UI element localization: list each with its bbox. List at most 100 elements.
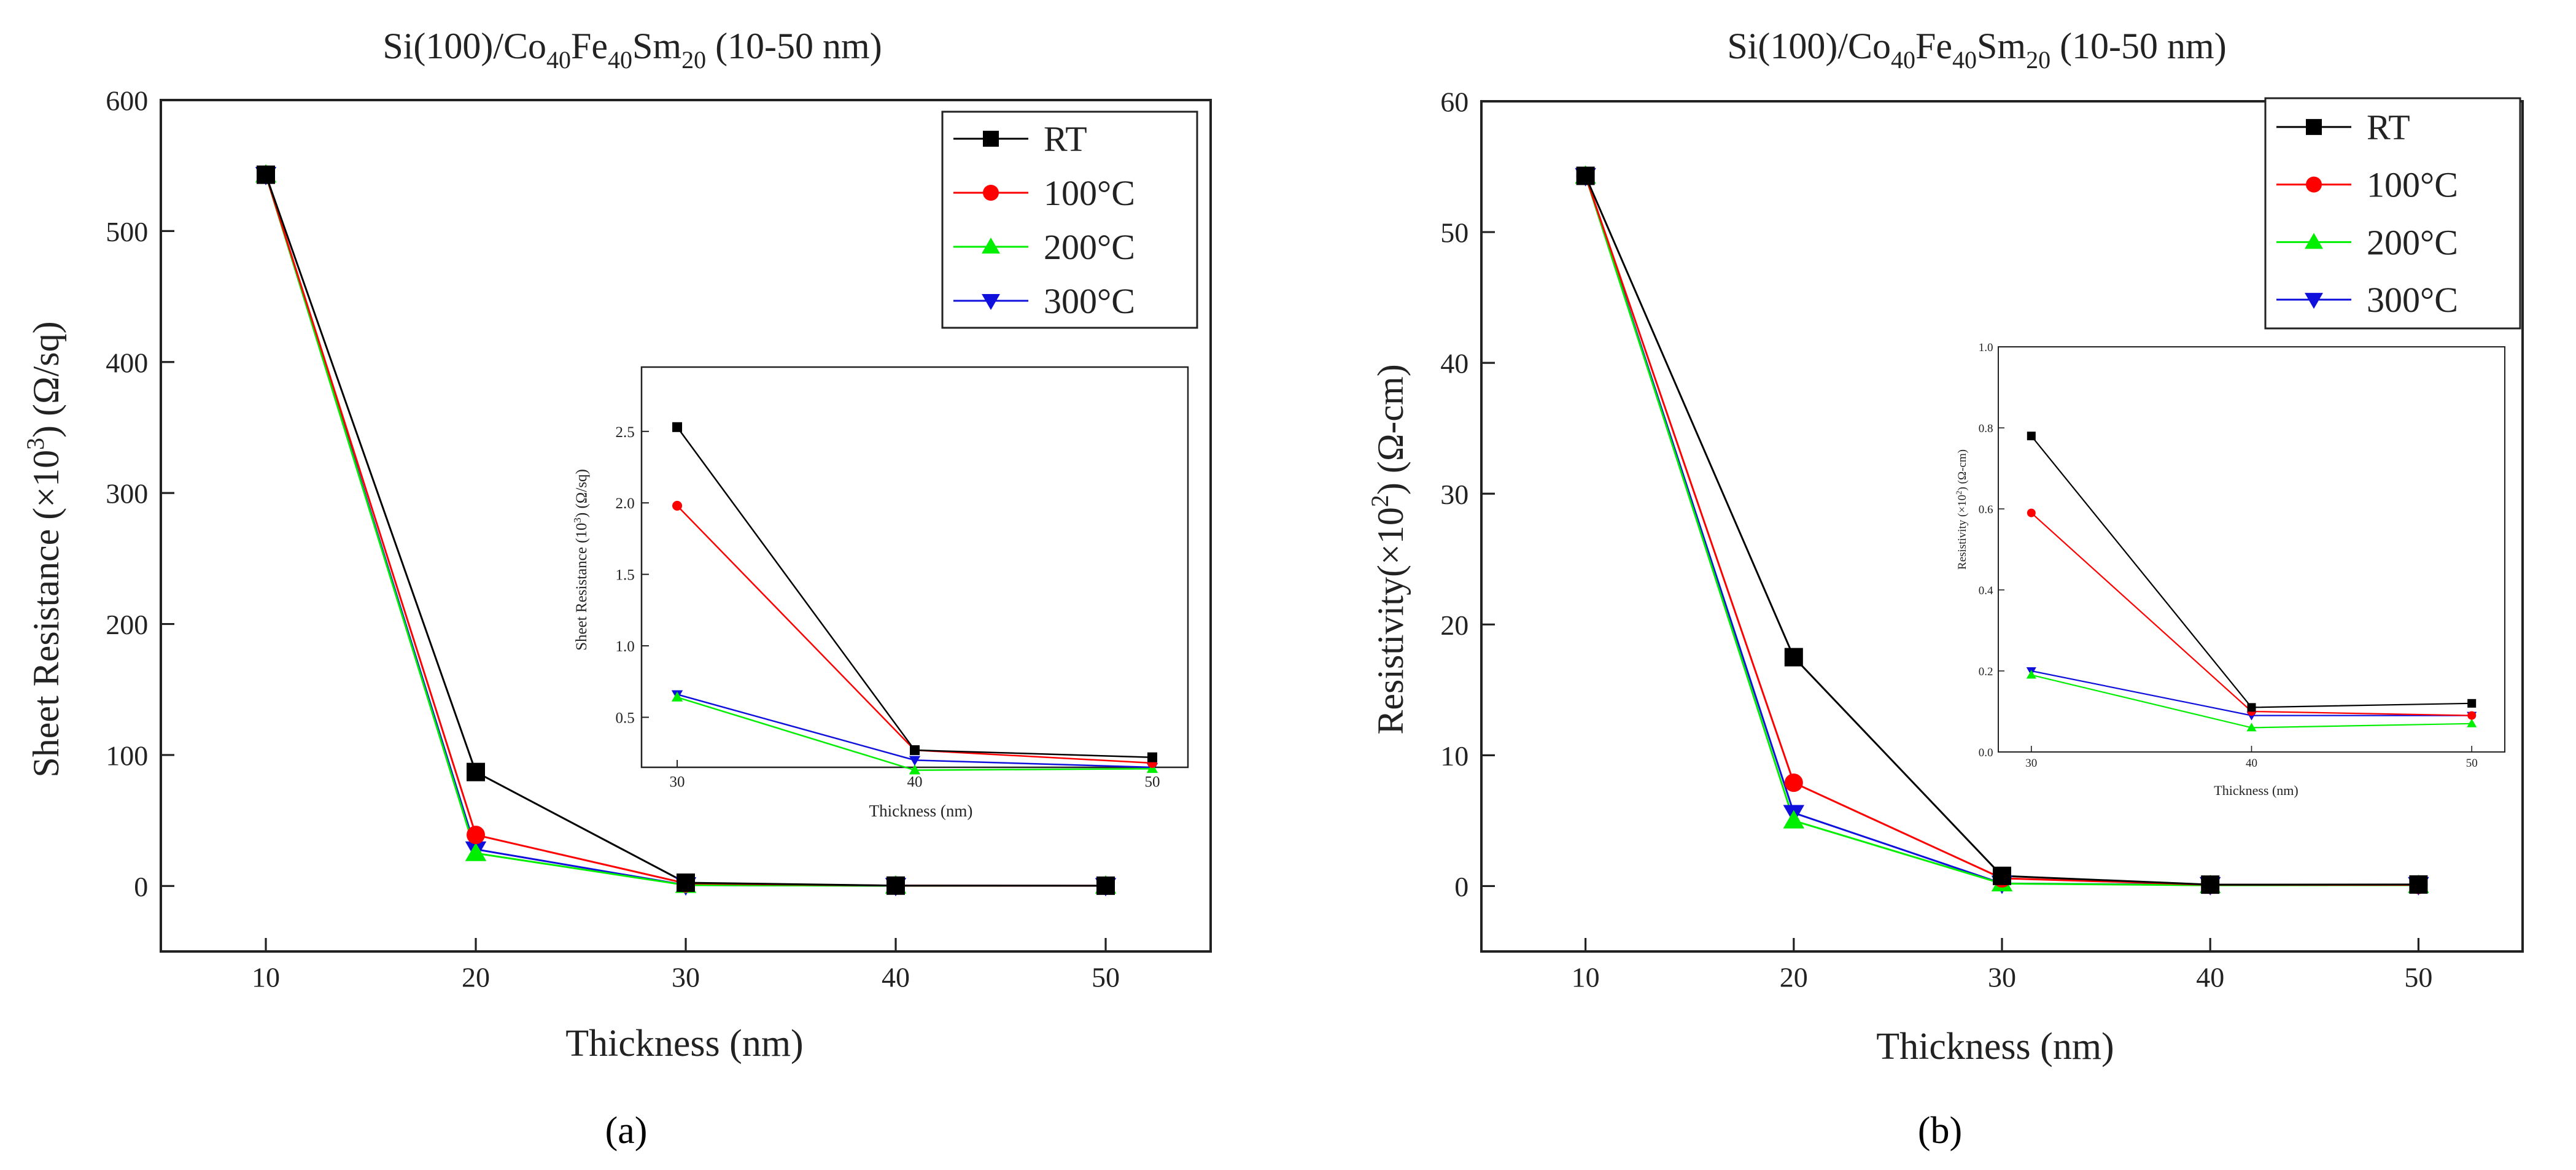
b-main-point-rt xyxy=(1784,648,1803,667)
a-inset-point-rt xyxy=(1147,752,1157,762)
b-main-ytick-label: 0 xyxy=(1454,871,1468,902)
b-legend-label: 200°C xyxy=(2367,222,2458,262)
a-inset-point-200c xyxy=(671,691,683,702)
b-inset-point-200c xyxy=(2026,670,2036,679)
a-main-ytick-label: 600 xyxy=(106,85,148,117)
b-legend-frame xyxy=(2264,97,2521,330)
b-inset-ytick-label: 0.8 xyxy=(1979,422,1993,435)
panel-a-legend: RT 100°C 200°C 300°C xyxy=(941,110,1198,329)
panel-a: Si(100)/Co40Fe40Sm20 (10-50 nm) 10 20 30 40… xyxy=(21,26,1212,1152)
b-legend-item-300c: 300°C xyxy=(2276,280,2458,320)
b-inset-xtick-label: 30 xyxy=(2025,757,2037,770)
panel-b-inset-ylabel: Resistivity (×102) (Ω-cm) xyxy=(1954,449,1969,570)
b-main-ytick-label: 30 xyxy=(1440,479,1468,510)
a-legend-label: RT xyxy=(1044,119,1087,159)
panel-a-inset: 30 40 50 0.5 1.0 1.5 2.0 2.5 xyxy=(616,366,1189,790)
a-legend-marker xyxy=(983,131,999,147)
b-legend-item-rt: RT xyxy=(2276,107,2410,147)
a-main-xtick-label: 10 xyxy=(252,962,280,993)
b-main-ytick-label: 50 xyxy=(1440,217,1468,249)
b-inset-point-rt xyxy=(2467,699,2477,708)
a-inset-point-200c xyxy=(1146,763,1158,773)
a-inset-ytick-label: 2.0 xyxy=(616,495,635,512)
b-legend-marker xyxy=(2306,118,2322,135)
b-main-ytick-label: 40 xyxy=(1440,348,1468,379)
a-inset-point-200c xyxy=(909,764,921,775)
panel-b-title: Si(100)/Co40Fe40Sm20 (10-50 nm) xyxy=(1727,26,2226,74)
a-inset-xtick-label: 40 xyxy=(907,773,923,790)
b-main-xtick-label: 30 xyxy=(1988,962,2016,993)
panel-a-xlabel: Thickness (nm) xyxy=(565,1023,803,1064)
panel-a-title: Si(100)/Co40Fe40Sm20 (10-50 nm) xyxy=(382,26,882,74)
b-main-point-100c xyxy=(1784,773,1803,792)
a-main-xtick-label: 40 xyxy=(882,962,910,993)
a-inset-point-rt xyxy=(672,422,683,432)
panel-b-inset: 30 40 50 0.0 0.2 0.4 0.6 0.8 1.0 xyxy=(1979,341,2505,770)
a-main-xtick-label: 30 xyxy=(672,962,700,993)
a-main-ytick-label: 0 xyxy=(134,871,148,902)
panel-a-inset-xlabel: Thickness (nm) xyxy=(869,802,973,820)
b-legend-item-100c: 100°C xyxy=(2276,165,2458,205)
b-inset-point-rt xyxy=(2027,432,2036,441)
b-legend-label: 300°C xyxy=(2367,280,2458,320)
panel-b-caption: (b) xyxy=(1918,1110,1962,1152)
panel-a-caption: (a) xyxy=(605,1110,648,1152)
a-inset-xtick-label: 30 xyxy=(670,773,685,790)
b-main-point-rt xyxy=(2409,875,2428,894)
a-legend-item-200c: 200°C xyxy=(953,227,1135,267)
a-inset-point-rt xyxy=(910,745,920,756)
a-main-point-100c xyxy=(467,826,485,845)
a-main-ytick-label: 400 xyxy=(106,347,148,378)
a-legend-marker xyxy=(982,238,1000,254)
a-inset-ytick-label: 2.5 xyxy=(616,424,635,441)
a-legend-frame xyxy=(941,110,1198,329)
a-main-ytick-label: 300 xyxy=(106,478,148,509)
panel-b-ylabel: Resistivity(×102) (Ω-cm) xyxy=(1366,364,1411,734)
a-main-point-200c xyxy=(465,842,487,861)
a-legend-label: 100°C xyxy=(1044,173,1135,213)
b-inset-point-rt xyxy=(2247,703,2256,712)
b-main-xtick-label: 20 xyxy=(1780,962,1808,993)
a-main-point-rt xyxy=(886,876,905,895)
b-main-xtick-label: 10 xyxy=(1572,962,1600,993)
a-inset-ytick-label: 1.0 xyxy=(616,638,635,655)
b-legend-marker xyxy=(2305,293,2323,309)
panel-a-ylabel: Sheet Resistance (×103) (Ω/sq) xyxy=(21,321,66,777)
b-main-point-rt xyxy=(1993,866,2011,885)
a-inset-xtick-label: 50 xyxy=(1144,773,1160,790)
panel-a-inset-ylabel: Sheet Resistance (103) (Ω/sq) xyxy=(572,469,590,651)
panel-b-xlabel: Thickness (nm) xyxy=(1876,1026,2114,1067)
b-main-point-rt xyxy=(1576,166,1595,185)
a-main-xtick-label: 50 xyxy=(1092,962,1120,993)
b-inset-point-100c xyxy=(2027,508,2036,517)
b-inset-point-100c xyxy=(2467,711,2477,720)
b-main-point-rt xyxy=(2201,875,2220,894)
a-legend-marker xyxy=(983,185,999,201)
b-inset-ytick-label: 0.2 xyxy=(1979,665,1993,678)
b-inset-ytick-label: 0.4 xyxy=(1979,584,1993,597)
b-inset-frame xyxy=(1998,346,2505,753)
a-legend-marker xyxy=(982,293,1000,310)
b-inset-xtick-label: 50 xyxy=(2466,757,2478,770)
b-inset-point-200c xyxy=(2246,723,2257,732)
b-legend-label: RT xyxy=(2367,107,2410,147)
b-legend-marker xyxy=(2305,233,2323,249)
a-main-point-rt xyxy=(467,762,485,781)
a-main-point-rt xyxy=(1096,876,1115,895)
a-main-ytick-label: 100 xyxy=(106,740,148,771)
b-main-xtick-label: 50 xyxy=(2404,962,2432,993)
a-inset-point-300c xyxy=(909,756,921,766)
a-main-xtick-label: 20 xyxy=(462,962,490,993)
b-inset-xtick-label: 40 xyxy=(2246,757,2257,770)
b-main-ytick-label: 60 xyxy=(1440,87,1468,118)
b-inset-point-200c xyxy=(2467,718,2477,727)
a-main-ytick-label: 500 xyxy=(106,216,148,247)
a-inset-ytick-label: 1.5 xyxy=(616,567,635,584)
a-main-point-rt xyxy=(677,873,695,892)
a-legend-label: 200°C xyxy=(1044,227,1135,267)
a-main-point-rt xyxy=(257,165,275,184)
b-main-xtick-label: 40 xyxy=(2196,962,2224,993)
b-legend-item-200c: 200°C xyxy=(2276,222,2458,262)
b-main-point-200c xyxy=(1783,810,1805,829)
